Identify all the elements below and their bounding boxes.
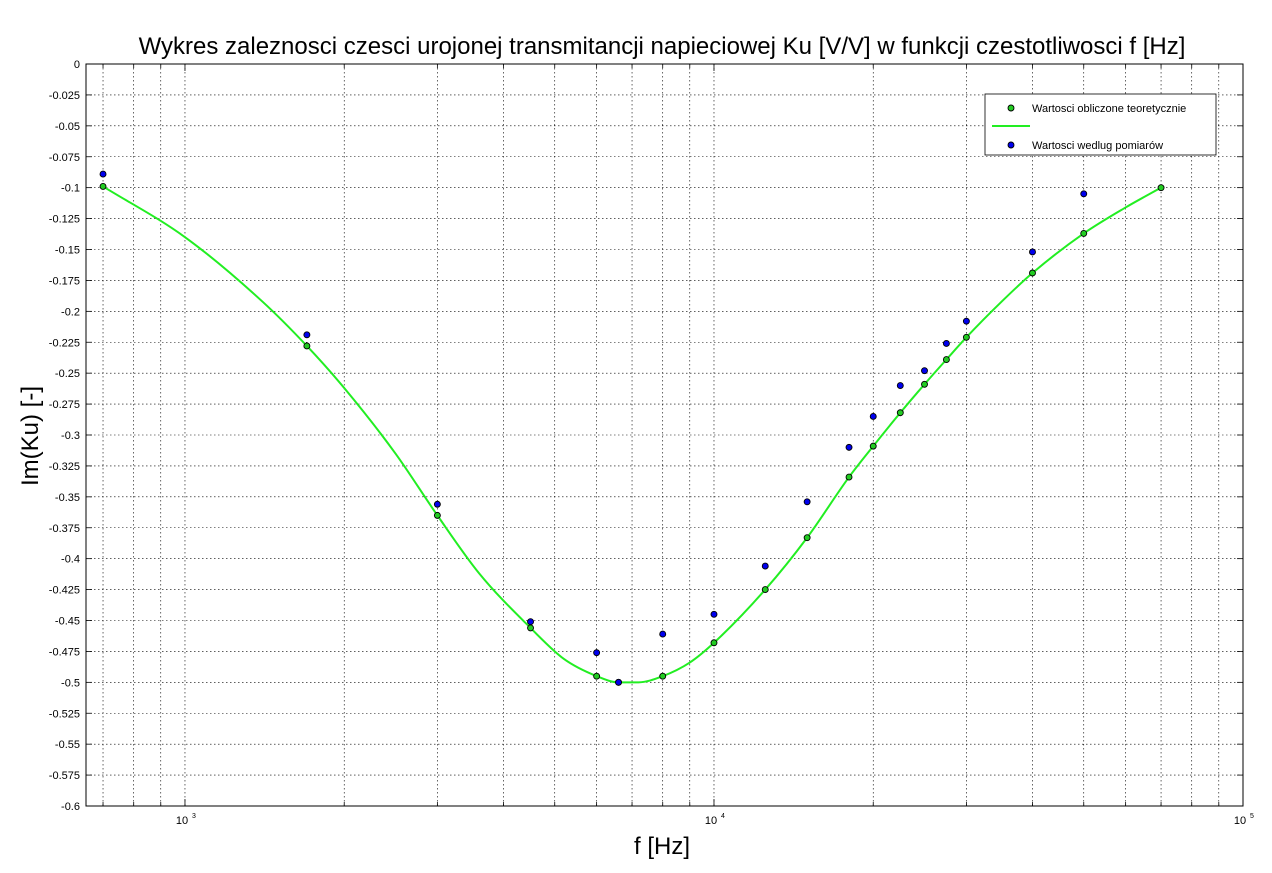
theory-point — [896, 409, 904, 417]
theory-point — [869, 442, 877, 450]
y-tick-label: -0.45 — [55, 616, 80, 628]
measured-point — [527, 618, 534, 626]
legend-label-measured: Wartosci wedlug pomiarów — [1032, 140, 1163, 152]
theory-point — [1080, 229, 1088, 237]
theory-point — [921, 380, 928, 388]
y-tick-label: -0.325 — [49, 461, 80, 473]
y-tick-label: -0.3 — [61, 430, 80, 442]
data-markers — [99, 170, 1165, 686]
measured-point — [710, 610, 718, 618]
measured-point — [942, 340, 950, 347]
measured-point — [962, 317, 970, 325]
y-tick-label: -0.275 — [49, 399, 80, 411]
x-axis-label: f [Hz] — [634, 833, 690, 860]
y-tick-label: -0.525 — [49, 708, 80, 720]
theory-curve — [102, 185, 1162, 684]
measured-point — [99, 170, 107, 178]
theory-point — [99, 182, 107, 190]
x-tick-label: 10 — [1234, 815, 1246, 827]
y-axis-label: Im(Ku) [-] — [17, 386, 44, 486]
theory-point — [659, 672, 667, 680]
y-tick-label: -0.05 — [55, 121, 80, 133]
theory-point — [803, 534, 811, 542]
y-tick-label: -0.2 — [61, 306, 80, 318]
y-tick-label: -0.6 — [61, 801, 80, 813]
measured-point — [845, 443, 853, 451]
theory-point — [1029, 269, 1036, 277]
legend-marker-measured — [1007, 141, 1015, 149]
measured-point — [303, 331, 311, 339]
measured-point — [869, 413, 877, 420]
y-tick-label: -0.25 — [55, 368, 80, 380]
legend-marker-theory — [1007, 104, 1015, 112]
theory-point — [962, 333, 970, 341]
theory-point — [1157, 184, 1165, 192]
theory-point — [433, 511, 441, 519]
y-tick-label: -0.225 — [49, 337, 80, 349]
x-tick-label: 10 — [705, 815, 717, 827]
y-tick-label: -0.15 — [55, 245, 80, 257]
y-tick-label: -0.1 — [61, 183, 80, 195]
theory-point — [593, 672, 601, 680]
theory-point — [761, 586, 769, 594]
y-tick-label: -0.5 — [61, 677, 80, 689]
measured-point — [1029, 248, 1036, 256]
y-tick-label: -0.475 — [49, 646, 80, 658]
measured-point — [593, 649, 601, 657]
theory-point — [303, 342, 311, 350]
theory-point — [845, 473, 853, 481]
y-tick-label: -0.425 — [49, 585, 80, 597]
legend: Wartosci obliczone teoretycznie Wartosci… — [984, 93, 1217, 156]
y-tick-label: -0.35 — [55, 492, 80, 504]
y-tick-label: -0.375 — [49, 523, 80, 535]
theory-point — [710, 639, 718, 647]
grid — [86, 64, 1244, 806]
plot-frame — [85, 63, 1244, 807]
theory-point — [527, 624, 534, 632]
chart-title: Wykres zaleznosci czesci urojonej transm… — [139, 33, 1186, 60]
x-tick-exponent: 4 — [721, 813, 725, 820]
x-tick-exponent: 3 — [192, 813, 196, 820]
measured-point — [803, 498, 811, 506]
legend-label-theory: Wartosci obliczone teoretycznie — [1032, 103, 1186, 115]
measured-point — [921, 367, 928, 375]
measured-point — [761, 562, 769, 570]
y-tick-label: -0.175 — [49, 275, 80, 287]
x-tick-label: 10 — [176, 815, 188, 827]
y-tick-label: -0.55 — [55, 739, 80, 751]
y-tick-label: -0.4 — [61, 554, 80, 566]
y-tick-label: 0 — [74, 59, 80, 71]
measured-point — [615, 678, 622, 686]
measured-point — [896, 382, 904, 389]
y-tick-label: -0.075 — [49, 152, 80, 164]
theory-curve-line — [102, 185, 1162, 684]
x-tick-exponent: 5 — [1250, 813, 1254, 820]
measured-point — [659, 630, 667, 638]
axes: 0 -0.025 -0.05 -0.075 -0.1 -0.125 -0.15 -0.175 -… — [49, 59, 1254, 827]
y-tick-label: -0.125 — [49, 214, 80, 226]
measured-point — [433, 500, 441, 508]
legend-box — [984, 93, 1217, 156]
measured-point — [1080, 190, 1088, 198]
theory-point — [942, 356, 950, 364]
y-tick-label: -0.575 — [49, 770, 80, 782]
y-tick-label: -0.025 — [49, 90, 80, 102]
